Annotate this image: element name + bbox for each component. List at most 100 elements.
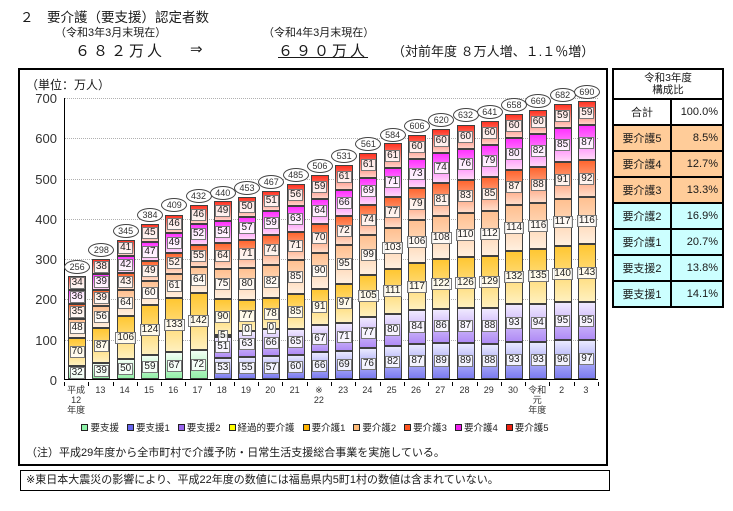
bar-segment-yokaigo4: 79 (480, 144, 499, 177)
table-row: 要支援2 13.8% (612, 254, 724, 282)
segment-value-label: 93 (530, 354, 546, 367)
table-row: 要介護5 8.5% (612, 124, 724, 152)
segment-value-label: 42 (118, 258, 134, 271)
bar-segment-yokaigo3: 83 (456, 179, 475, 214)
row-value: 16.9% (670, 202, 724, 230)
legend-swatch (177, 423, 185, 431)
segment-value-label: 50 (118, 362, 134, 375)
segment-value-label: 87 (506, 181, 522, 194)
segment-value-label: 91 (312, 301, 328, 314)
composition-table-header: 令和3年度 構成比 (612, 68, 724, 100)
x-axis-tick (258, 382, 260, 386)
date-note-r4: （令和4年3月末現在） (263, 27, 375, 39)
bar-segment-yokaigo1: 105 (358, 275, 379, 318)
bar-segment-yoshien1: 93 (529, 341, 548, 379)
segment-value-label: 59 (579, 107, 595, 120)
segment-value-label: 143 (576, 266, 598, 279)
segment-value-label: 41 (118, 241, 134, 254)
bar-segment-yokaigo1: 135 (527, 249, 549, 304)
segment-value-label: 85 (555, 138, 571, 151)
bar-segment-yokaigo5: 60 (407, 134, 426, 160)
bar-segment-yokaigo2: 60 (140, 281, 159, 306)
bar-segment-yokaigo1: 85 (286, 294, 305, 329)
bar-segment-yoshien1: 57 (262, 356, 281, 379)
bar-segment-yokaigo5: 60 (432, 129, 451, 154)
segment-value-label: 66 (312, 359, 328, 372)
x-tick-label: 28 (459, 385, 470, 395)
bar-segment-yoshien: 67 (165, 352, 184, 379)
page-title: ２ 要介護（要支援）認定者数 (20, 10, 209, 25)
segment-value-label: 106 (406, 235, 428, 248)
segment-value-label: 72 (336, 224, 352, 237)
segment-value-label: 71 (288, 239, 304, 252)
segment-value-label: 88 (482, 355, 498, 368)
segment-value-label: 80 (385, 323, 401, 336)
total-bubble: 620 (428, 113, 455, 128)
y-axis-tick-label: 400 (35, 211, 57, 227)
bar-segment-yokaigo3: 43 (116, 273, 135, 291)
total-bubble: 485 (282, 167, 309, 182)
bar-segment-yokaigo4: 63 (286, 206, 305, 232)
segment-value-label: 99 (360, 249, 376, 262)
bar-segment-yoshien2: 95 (577, 301, 596, 340)
table-row: 要介護2 16.9% (612, 202, 724, 230)
bar-segment-yokaigo3: 74 (262, 235, 281, 265)
segment-value-label: 55 (190, 249, 207, 262)
bar-segment-yokaigo5: 50 (238, 196, 257, 217)
composition-table: 令和3年度 構成比 合計 100.0% 要介護5 8.5% 要介護4 12.7% 要介護3 1… (612, 68, 724, 308)
bar-segment-yoshien: 39 (92, 363, 111, 379)
segment-value-label: 39 (93, 365, 109, 378)
x-axis-tick (112, 382, 114, 386)
x-tick-label: 26 (410, 385, 421, 395)
legend-item-yoshien1: 要支援1 (126, 420, 170, 434)
bar-segment-yokaigo1: 78 (262, 298, 281, 330)
legend-label: 要介護3 (413, 423, 447, 434)
segment-value-label: 71 (239, 247, 255, 260)
gridline (65, 218, 598, 220)
x-tick-label: 20 (265, 385, 276, 395)
x-tick-label: 25 (386, 385, 397, 395)
bar-segment-yoshien1: 93 (505, 341, 524, 379)
segment-value-label: 63 (239, 338, 255, 351)
segment-value-label: 124 (139, 324, 161, 337)
x-axis-tick (185, 382, 187, 386)
bar-segment-yokaigo2: 90 (310, 252, 329, 289)
legend-label: 要介護2 (362, 423, 397, 434)
bar-segment-yoshien: 72 (189, 350, 208, 379)
segment-value-label: 59 (263, 217, 279, 230)
segment-value-label: 49 (215, 205, 231, 218)
bar-segment-yoshien2: 84 (407, 310, 426, 344)
bar-segment-yoshien2: 88 (480, 308, 499, 344)
segment-value-label: 69 (360, 185, 376, 198)
segment-value-label: 85 (482, 187, 498, 200)
segment-value-label: 122 (430, 277, 452, 290)
bar-segment-yokaigo5: 60 (529, 109, 548, 135)
bar-segment-yokaigo1: 140 (552, 245, 573, 303)
legend-label: 要介護4 (463, 423, 498, 434)
bar-segment-yokaigo3: 87 (505, 169, 524, 205)
segment-value-label: 87 (579, 136, 595, 149)
bar-segment-yokaigo5: 59 (310, 174, 329, 199)
legend-swatch (353, 423, 361, 431)
bar-segment-yokaigo1: 122 (430, 259, 452, 309)
segment-value-label: 70 (69, 346, 85, 359)
segment-value-label: 114 (504, 221, 525, 234)
x-tick-label: 14 (119, 385, 130, 395)
bar-segment-yokaigo5: 59 (577, 101, 596, 126)
bar-segment-yokaigo2: 85 (286, 260, 305, 295)
x-tick-label: 3 (583, 385, 589, 395)
row-value: 8.5% (670, 124, 724, 152)
segment-value-label: 39 (93, 291, 109, 304)
bar-segment-yokaigo1: 117 (406, 263, 427, 311)
total-bubble: 506 (306, 159, 333, 174)
bar-segment-yokaigo2: 108 (430, 215, 452, 260)
segment-value-label: 76 (360, 357, 376, 370)
bar-segment-yokaigo3: 64 (213, 242, 232, 269)
bar-segment-yoshien2: 67 (310, 325, 329, 353)
bar-segment-yokaigo2: 99 (359, 235, 378, 276)
x-axis-tick (161, 382, 163, 386)
bar-segment-yokaigo2: 48 (68, 318, 87, 338)
segment-value-label: 74 (433, 162, 449, 175)
segment-value-label: 111 (383, 285, 403, 298)
